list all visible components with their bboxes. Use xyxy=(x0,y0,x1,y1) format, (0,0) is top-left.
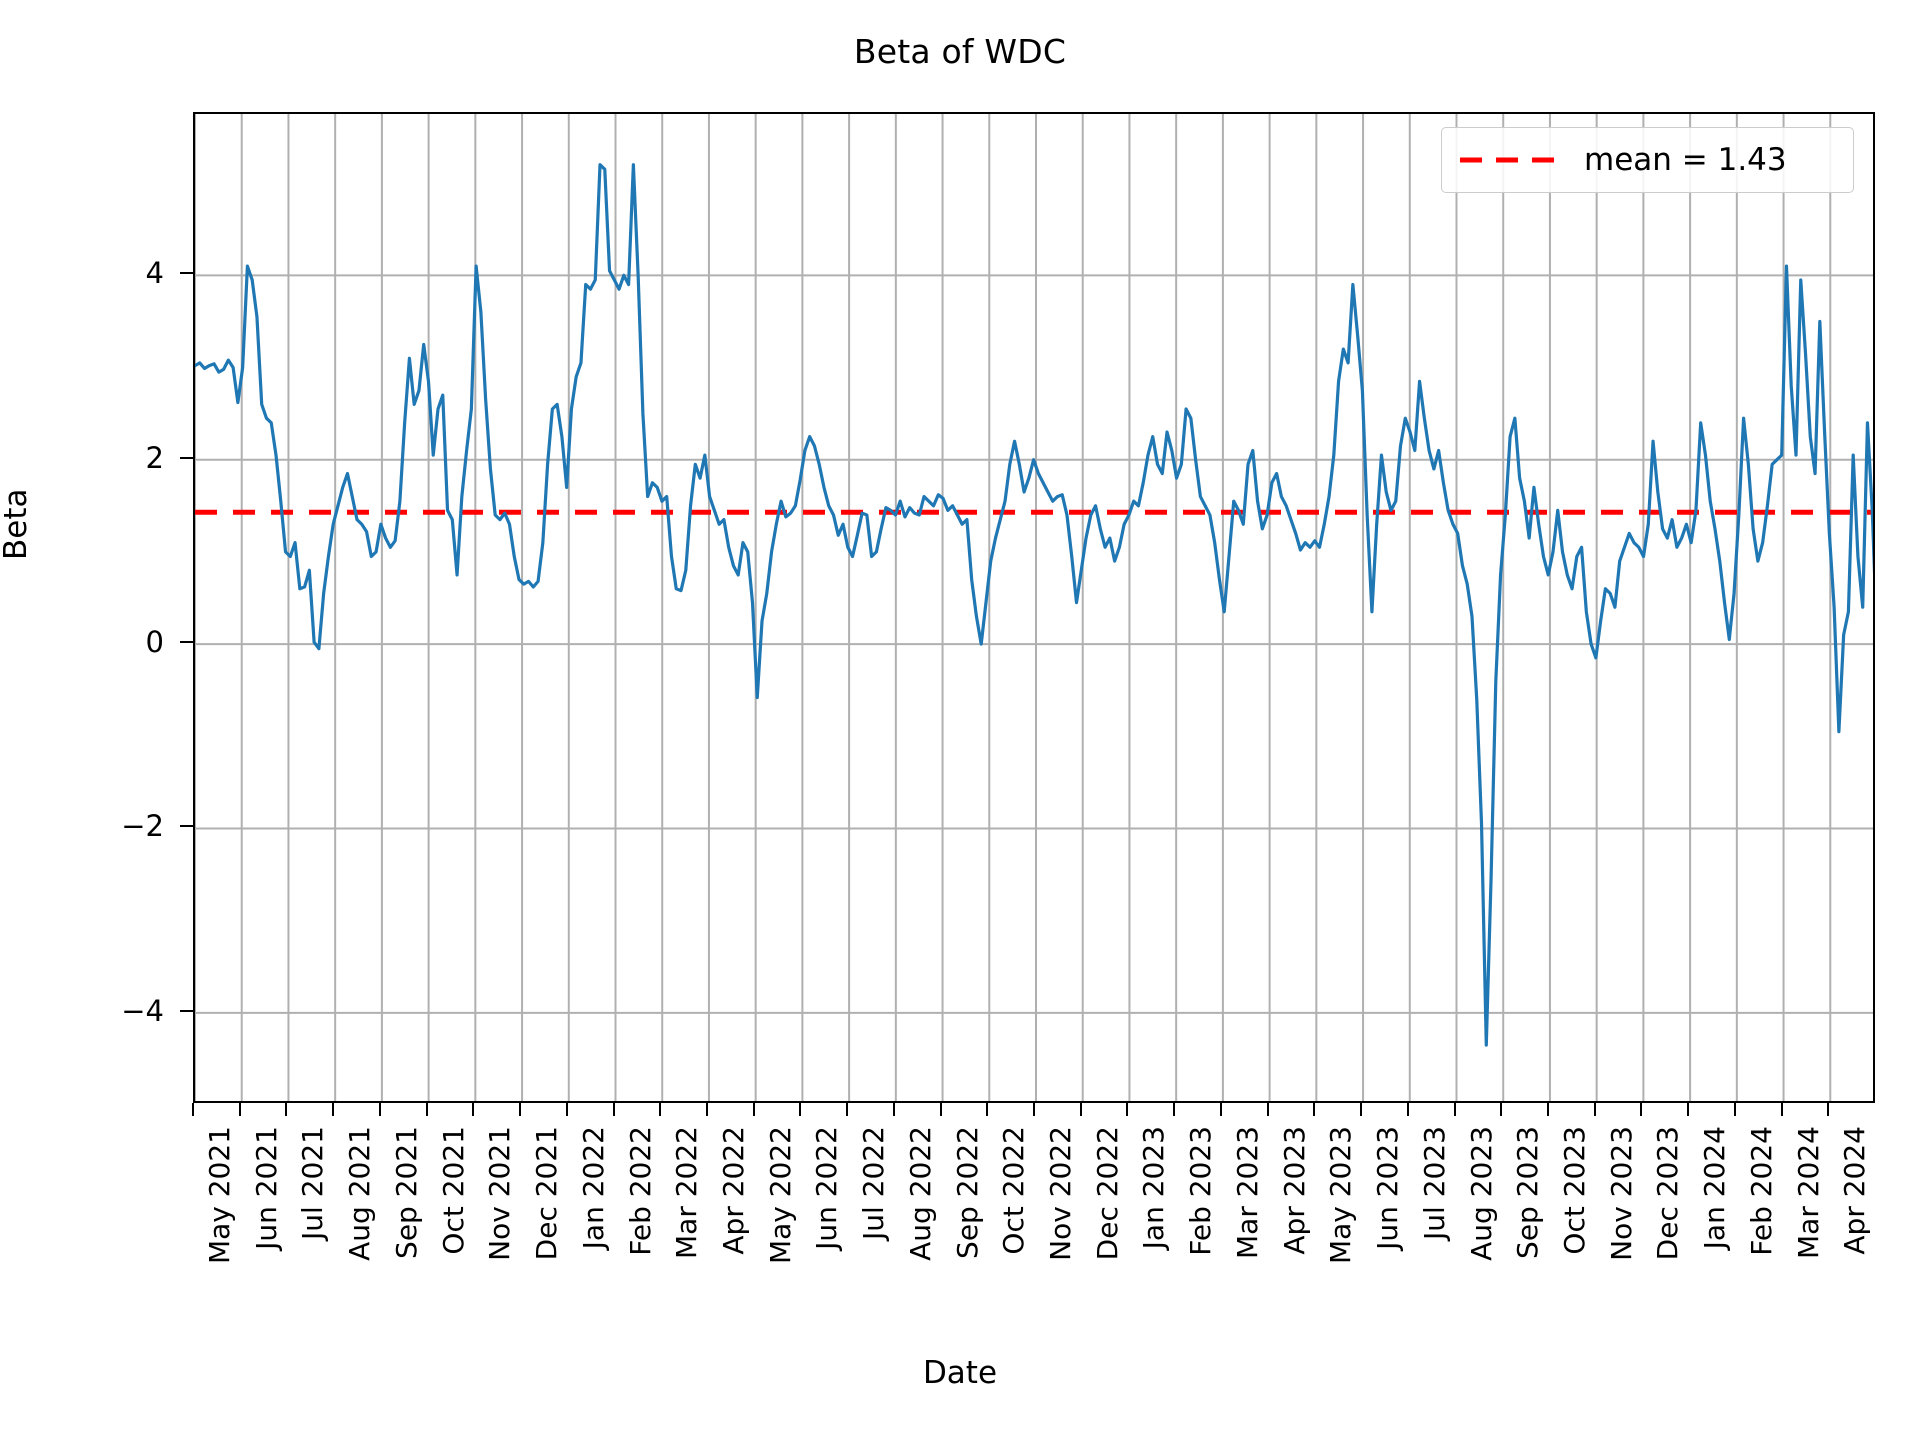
x-tick-label: Mar 2023 xyxy=(1230,1126,1264,1259)
x-tick-label: May 2023 xyxy=(1324,1126,1358,1265)
x-tick-mark xyxy=(1546,1103,1549,1116)
legend-mean-label: mean = 1.43 xyxy=(1584,142,1787,178)
x-tick-mark xyxy=(1500,1103,1503,1116)
y-tick-mark xyxy=(180,272,193,275)
x-tick-label: Jan 2024 xyxy=(1698,1126,1732,1250)
y-tick-label: 2 xyxy=(145,440,164,475)
x-tick-mark xyxy=(238,1103,241,1116)
y-tick-mark xyxy=(180,825,193,828)
y-tick-mark xyxy=(180,1009,193,1012)
plot-area xyxy=(193,112,1875,1103)
x-tick-mark xyxy=(1593,1103,1596,1116)
x-tick-mark xyxy=(519,1103,522,1116)
x-tick-label: Apr 2024 xyxy=(1838,1126,1872,1255)
x-tick-label: Jun 2022 xyxy=(810,1126,844,1250)
x-tick-label: Dec 2022 xyxy=(1090,1126,1124,1261)
plot-svg xyxy=(195,114,1873,1101)
x-tick-mark xyxy=(1640,1103,1643,1116)
x-tick-label: Feb 2024 xyxy=(1744,1126,1778,1256)
x-tick-label: Mar 2022 xyxy=(670,1126,704,1259)
y-tick-mark xyxy=(180,456,193,459)
x-tick-label: May 2022 xyxy=(763,1126,797,1265)
x-axis-label: Date xyxy=(922,1355,998,1391)
y-tick-mark xyxy=(180,641,193,644)
x-tick-label: Nov 2021 xyxy=(483,1126,517,1261)
x-tick-mark xyxy=(752,1103,755,1116)
x-tick-label: May 2021 xyxy=(203,1126,236,1265)
chart-title: Beta of WDC xyxy=(853,32,1067,71)
x-tick-label: Sep 2022 xyxy=(950,1126,984,1259)
x-tick-label: Jan 2022 xyxy=(576,1126,610,1250)
x-tick-label: Jul 2023 xyxy=(1417,1126,1451,1240)
x-tick-label: Oct 2021 xyxy=(436,1126,470,1255)
legend: mean = 1.43 xyxy=(1441,127,1854,193)
x-tick-mark xyxy=(1453,1103,1456,1116)
x-tick-mark xyxy=(1313,1103,1316,1116)
x-tick-mark xyxy=(1079,1103,1082,1116)
x-tick-mark xyxy=(986,1103,989,1116)
x-tick-mark xyxy=(1266,1103,1269,1116)
x-tick-label: Mar 2024 xyxy=(1791,1126,1825,1259)
x-tick-mark xyxy=(378,1103,381,1116)
x-tick-mark xyxy=(705,1103,708,1116)
x-tick-label: Jul 2022 xyxy=(857,1126,891,1240)
x-tick-label: Aug 2023 xyxy=(1464,1126,1498,1261)
x-tick-label: Dec 2023 xyxy=(1651,1126,1685,1261)
y-tick-label: 0 xyxy=(145,625,164,660)
x-tick-mark xyxy=(192,1103,194,1116)
x-tick-mark xyxy=(1827,1103,1830,1116)
y-tick-label: 4 xyxy=(145,256,164,291)
y-tick-label: −4 xyxy=(121,993,164,1028)
y-tick-label: −2 xyxy=(121,809,164,844)
x-tick-mark xyxy=(285,1103,288,1116)
x-tick-label: Oct 2023 xyxy=(1557,1126,1591,1255)
x-tick-label: Aug 2022 xyxy=(903,1126,937,1261)
x-tick-label: Jan 2023 xyxy=(1137,1126,1171,1250)
x-tick-label: Oct 2022 xyxy=(997,1126,1031,1255)
x-tick-label: Apr 2022 xyxy=(716,1126,750,1255)
x-tick-mark xyxy=(1126,1103,1129,1116)
x-tick-mark xyxy=(892,1103,895,1116)
x-tick-mark xyxy=(1406,1103,1409,1116)
x-tick-label: Jun 2021 xyxy=(249,1126,283,1250)
y-axis-label: Beta xyxy=(0,488,34,561)
x-tick-mark xyxy=(565,1103,568,1116)
x-tick-label: Dec 2021 xyxy=(530,1126,564,1261)
x-tick-mark xyxy=(1360,1103,1363,1116)
x-tick-mark xyxy=(846,1103,849,1116)
x-tick-label: Jul 2021 xyxy=(296,1126,330,1240)
legend-mean-swatch xyxy=(1460,157,1564,163)
beta-series-line xyxy=(195,163,1873,1047)
x-tick-mark xyxy=(1173,1103,1176,1116)
x-tick-mark xyxy=(1780,1103,1783,1116)
x-tick-mark xyxy=(1033,1103,1035,1116)
x-tick-mark xyxy=(659,1103,662,1116)
x-tick-label: Sep 2021 xyxy=(389,1126,423,1259)
x-tick-mark xyxy=(799,1103,802,1116)
x-tick-label: Aug 2021 xyxy=(343,1126,377,1261)
x-tick-mark xyxy=(1733,1103,1736,1116)
x-tick-label: Sep 2023 xyxy=(1511,1126,1545,1259)
x-tick-label: Jun 2023 xyxy=(1371,1126,1405,1250)
x-tick-mark xyxy=(425,1103,428,1116)
x-tick-label: Feb 2023 xyxy=(1184,1126,1218,1256)
x-tick-label: Apr 2023 xyxy=(1277,1126,1311,1255)
x-tick-mark xyxy=(612,1103,615,1116)
x-tick-mark xyxy=(1687,1103,1690,1116)
x-tick-mark xyxy=(939,1103,942,1116)
x-tick-label: Nov 2022 xyxy=(1044,1126,1077,1261)
x-tick-mark xyxy=(332,1103,335,1116)
x-tick-label: Feb 2022 xyxy=(623,1126,657,1256)
x-tick-mark xyxy=(472,1103,475,1116)
x-tick-label: Nov 2023 xyxy=(1604,1126,1638,1261)
x-tick-mark xyxy=(1219,1103,1222,1116)
gridlines xyxy=(195,114,1873,1101)
